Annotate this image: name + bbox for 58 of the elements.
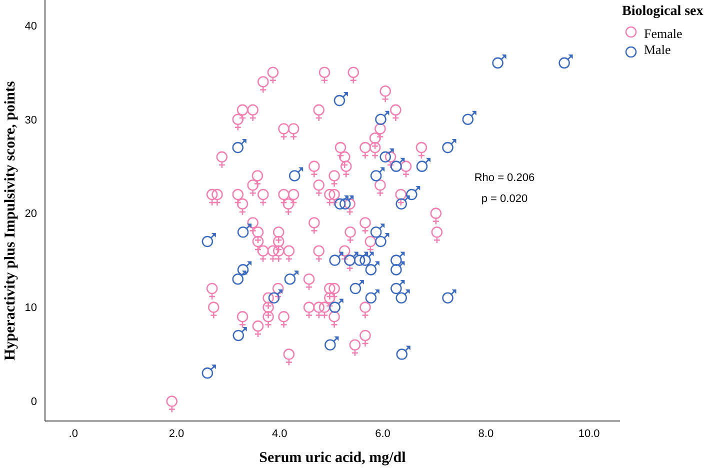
point: [284, 273, 296, 285]
point: [202, 236, 214, 248]
y-tick-label: 0: [30, 396, 37, 408]
y-tick-label: 40: [24, 20, 37, 32]
point: [390, 160, 402, 172]
point: [396, 292, 407, 304]
x-axis-title: Serum uric acid, mg/dl: [259, 450, 406, 466]
point: [365, 292, 377, 304]
point: [329, 254, 340, 266]
y-tick-label: 30: [24, 114, 37, 126]
x-tick-label: .0: [68, 428, 78, 440]
point: [354, 254, 366, 266]
point: [202, 367, 214, 379]
point: [370, 226, 382, 238]
point: [416, 160, 428, 172]
point: [288, 170, 300, 182]
x-tick-label: 4.0: [272, 428, 288, 440]
point: [390, 282, 402, 294]
point: [334, 94, 346, 106]
y-tick-label: 20: [24, 208, 37, 220]
point: [492, 57, 504, 69]
y-tick-label: 10: [24, 302, 37, 314]
x-tick-label: 8.0: [478, 428, 494, 440]
point: [237, 264, 249, 276]
point: [365, 264, 377, 276]
point: [360, 254, 371, 266]
point: [324, 339, 336, 351]
point: [375, 114, 386, 125]
point: [329, 302, 340, 313]
y-axis-title: Hyperactivity plus Impulsivity score, points: [2, 81, 18, 360]
point: [375, 236, 386, 248]
x-tick-label: 10.0: [578, 428, 600, 440]
point: [390, 264, 402, 276]
x-tick-label: 6.0: [375, 428, 390, 440]
legend-title: Biological sex: [622, 4, 704, 20]
point: [380, 151, 392, 163]
point: [237, 226, 249, 238]
legend-label: Female: [644, 26, 682, 42]
point: [558, 57, 570, 69]
point: [339, 198, 351, 210]
point: [370, 170, 382, 182]
point: [406, 188, 418, 200]
point: [390, 254, 402, 266]
point: [462, 114, 474, 125]
legend-label: Male: [644, 42, 671, 58]
point: [334, 198, 346, 210]
point: [396, 348, 408, 360]
point: [350, 282, 362, 294]
point: [442, 292, 454, 304]
point: [268, 292, 280, 304]
point: [232, 273, 244, 285]
point: [232, 142, 244, 154]
annotation: Rho = 0.206: [473, 172, 536, 184]
annotation: p = 0.020: [480, 193, 529, 205]
x-tick-label: 2.0: [168, 428, 184, 440]
point: [442, 142, 454, 154]
point: [396, 198, 407, 210]
point: [232, 330, 244, 342]
